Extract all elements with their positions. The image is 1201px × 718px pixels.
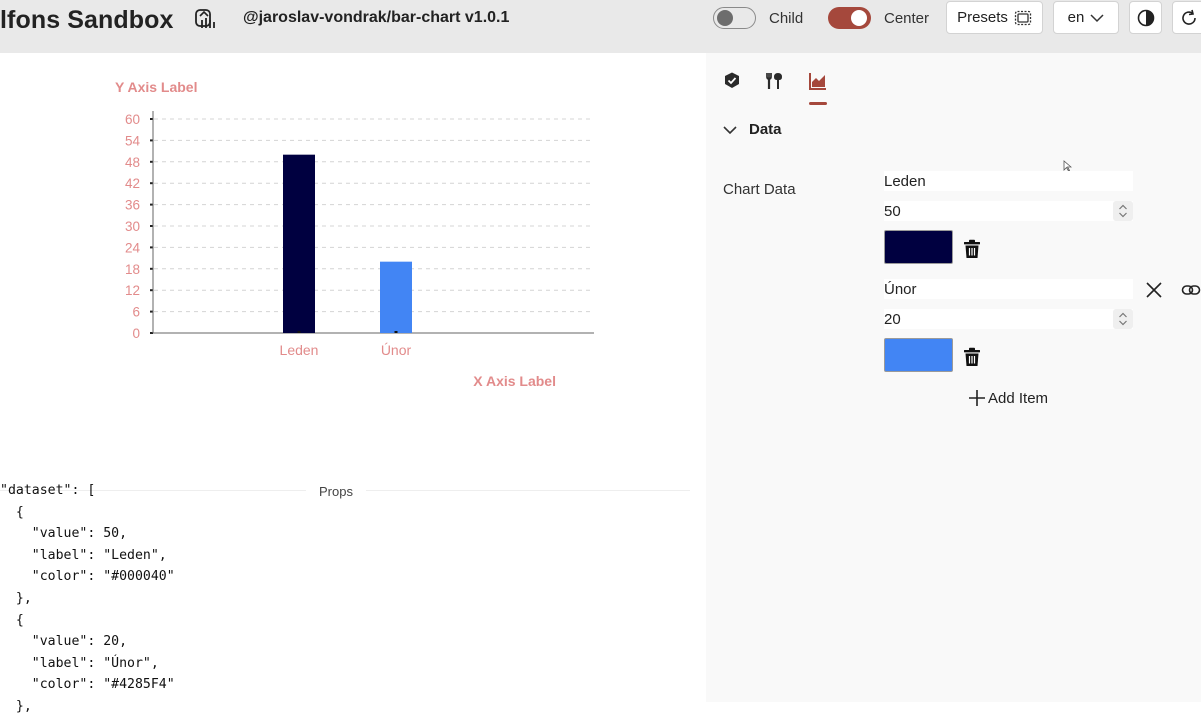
chevron-down-icon <box>1090 13 1104 22</box>
trash-icon[interactable] <box>963 347 981 367</box>
y-tick-label: 48 <box>125 155 140 170</box>
section-title: Data <box>749 121 782 138</box>
plus-icon <box>969 390 985 406</box>
trash-icon[interactable] <box>963 239 981 259</box>
number-spinner[interactable] <box>1113 201 1133 221</box>
close-icon[interactable] <box>1144 280 1164 300</box>
app-title: lfons Sandbox <box>0 6 174 34</box>
link-icon[interactable] <box>1181 280 1201 300</box>
y-tick-label: 54 <box>125 133 141 148</box>
story-preview: Y Axis Label 0 6 12 18 24 30 36 42 48 54 60 Leden Úno… <box>0 53 706 714</box>
child-toggle[interactable] <box>713 7 756 29</box>
y-tick-label: 0 <box>132 326 140 341</box>
bar-leden <box>283 154 315 333</box>
app-header: lfons Sandbox @jaroslav-vondrak/bar-char… <box>0 0 1201 53</box>
y-tick-label: 6 <box>132 305 140 320</box>
y-tick-label: 12 <box>125 283 140 298</box>
y-tick-label: 30 <box>125 219 140 234</box>
item-label-value: Leden <box>884 172 926 190</box>
y-tick-label: 42 <box>125 176 140 191</box>
addon-panel: Data Chart Data Leden 50 Únor <box>706 53 1201 702</box>
toggle-knob <box>717 10 733 26</box>
x-axis-title: X Axis Label <box>473 373 556 389</box>
add-item-button[interactable]: Add Item <box>968 389 1048 407</box>
bar-chart: Y Axis Label 0 6 12 18 24 30 36 42 48 54 60 Leden Úno… <box>115 79 594 389</box>
child-toggle-label: Child <box>769 10 804 27</box>
item-label-input[interactable]: Únor <box>884 279 1133 299</box>
number-spinner[interactable] <box>1113 309 1133 329</box>
spinner-arrows-icon <box>1119 204 1127 218</box>
center-toggle[interactable] <box>828 7 871 29</box>
package-name: @jaroslav-vondrak/bar-chart v1.0.1 <box>243 9 510 26</box>
y-tick-label: 18 <box>125 262 140 277</box>
presets-label: Presets <box>957 9 1008 26</box>
presets-button[interactable]: Presets <box>946 1 1043 34</box>
chart-data-label: Chart Data <box>723 181 796 198</box>
reload-button[interactable] <box>1172 1 1201 34</box>
props-heading: Props <box>306 484 366 499</box>
spinner-arrows-icon <box>1119 312 1127 326</box>
y-tick-label: 36 <box>125 198 140 213</box>
bar-únor <box>380 261 412 333</box>
x-tick-label: Únor <box>381 342 412 358</box>
language-value: en <box>1067 9 1085 26</box>
ladle-logo-icon[interactable] <box>194 8 216 30</box>
toggle-knob <box>851 10 867 26</box>
props-code: "dataset": [ { "value": 50, "label": "Le… <box>0 483 175 714</box>
active-tab-indicator <box>809 102 827 105</box>
item-value-value: 20 <box>884 310 901 328</box>
center-toggle-label: Center <box>884 10 930 27</box>
y-tick-label: 24 <box>125 240 141 255</box>
contrast-icon <box>1137 9 1154 26</box>
theme-toggle-button[interactable] <box>1129 1 1162 34</box>
chart-icon[interactable] <box>808 71 828 91</box>
x-tick-label: Leden <box>280 342 319 358</box>
language-select[interactable]: en <box>1053 1 1119 34</box>
y-axis-title: Y Axis Label <box>115 79 197 95</box>
item-label-input[interactable]: Leden <box>884 171 1133 191</box>
item-value-input[interactable]: 20 <box>884 309 1133 329</box>
refresh-icon <box>1181 9 1196 25</box>
item-color-swatch[interactable] <box>884 338 953 372</box>
item-value-value: 50 <box>884 202 901 220</box>
item-color-swatch[interactable] <box>884 230 953 264</box>
item-label-value: Únor <box>884 280 917 298</box>
check-badge-icon[interactable] <box>722 71 742 91</box>
presets-icon <box>1014 10 1032 25</box>
item-value-input[interactable]: 50 <box>884 201 1133 221</box>
chevron-down-icon <box>723 125 737 134</box>
y-tick-label: 60 <box>125 112 140 127</box>
add-item-label: Add Item <box>988 389 1049 407</box>
mouse-cursor-icon <box>1063 160 1072 172</box>
tools-icon[interactable] <box>765 71 785 91</box>
data-section-toggle[interactable]: Data <box>723 121 782 138</box>
